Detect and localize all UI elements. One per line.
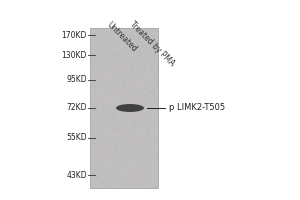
- Text: 130KD: 130KD: [61, 50, 87, 60]
- Text: p LIMK2-T505: p LIMK2-T505: [169, 104, 225, 112]
- Text: 43KD: 43KD: [66, 170, 87, 180]
- Text: 72KD: 72KD: [67, 104, 87, 112]
- Text: 170KD: 170KD: [61, 30, 87, 40]
- Text: Treated by PMA: Treated by PMA: [128, 20, 176, 68]
- Text: 95KD: 95KD: [66, 75, 87, 84]
- Ellipse shape: [116, 104, 144, 112]
- Text: Untreated: Untreated: [105, 20, 139, 53]
- Text: 55KD: 55KD: [66, 134, 87, 142]
- Bar: [90, 28, 158, 188]
